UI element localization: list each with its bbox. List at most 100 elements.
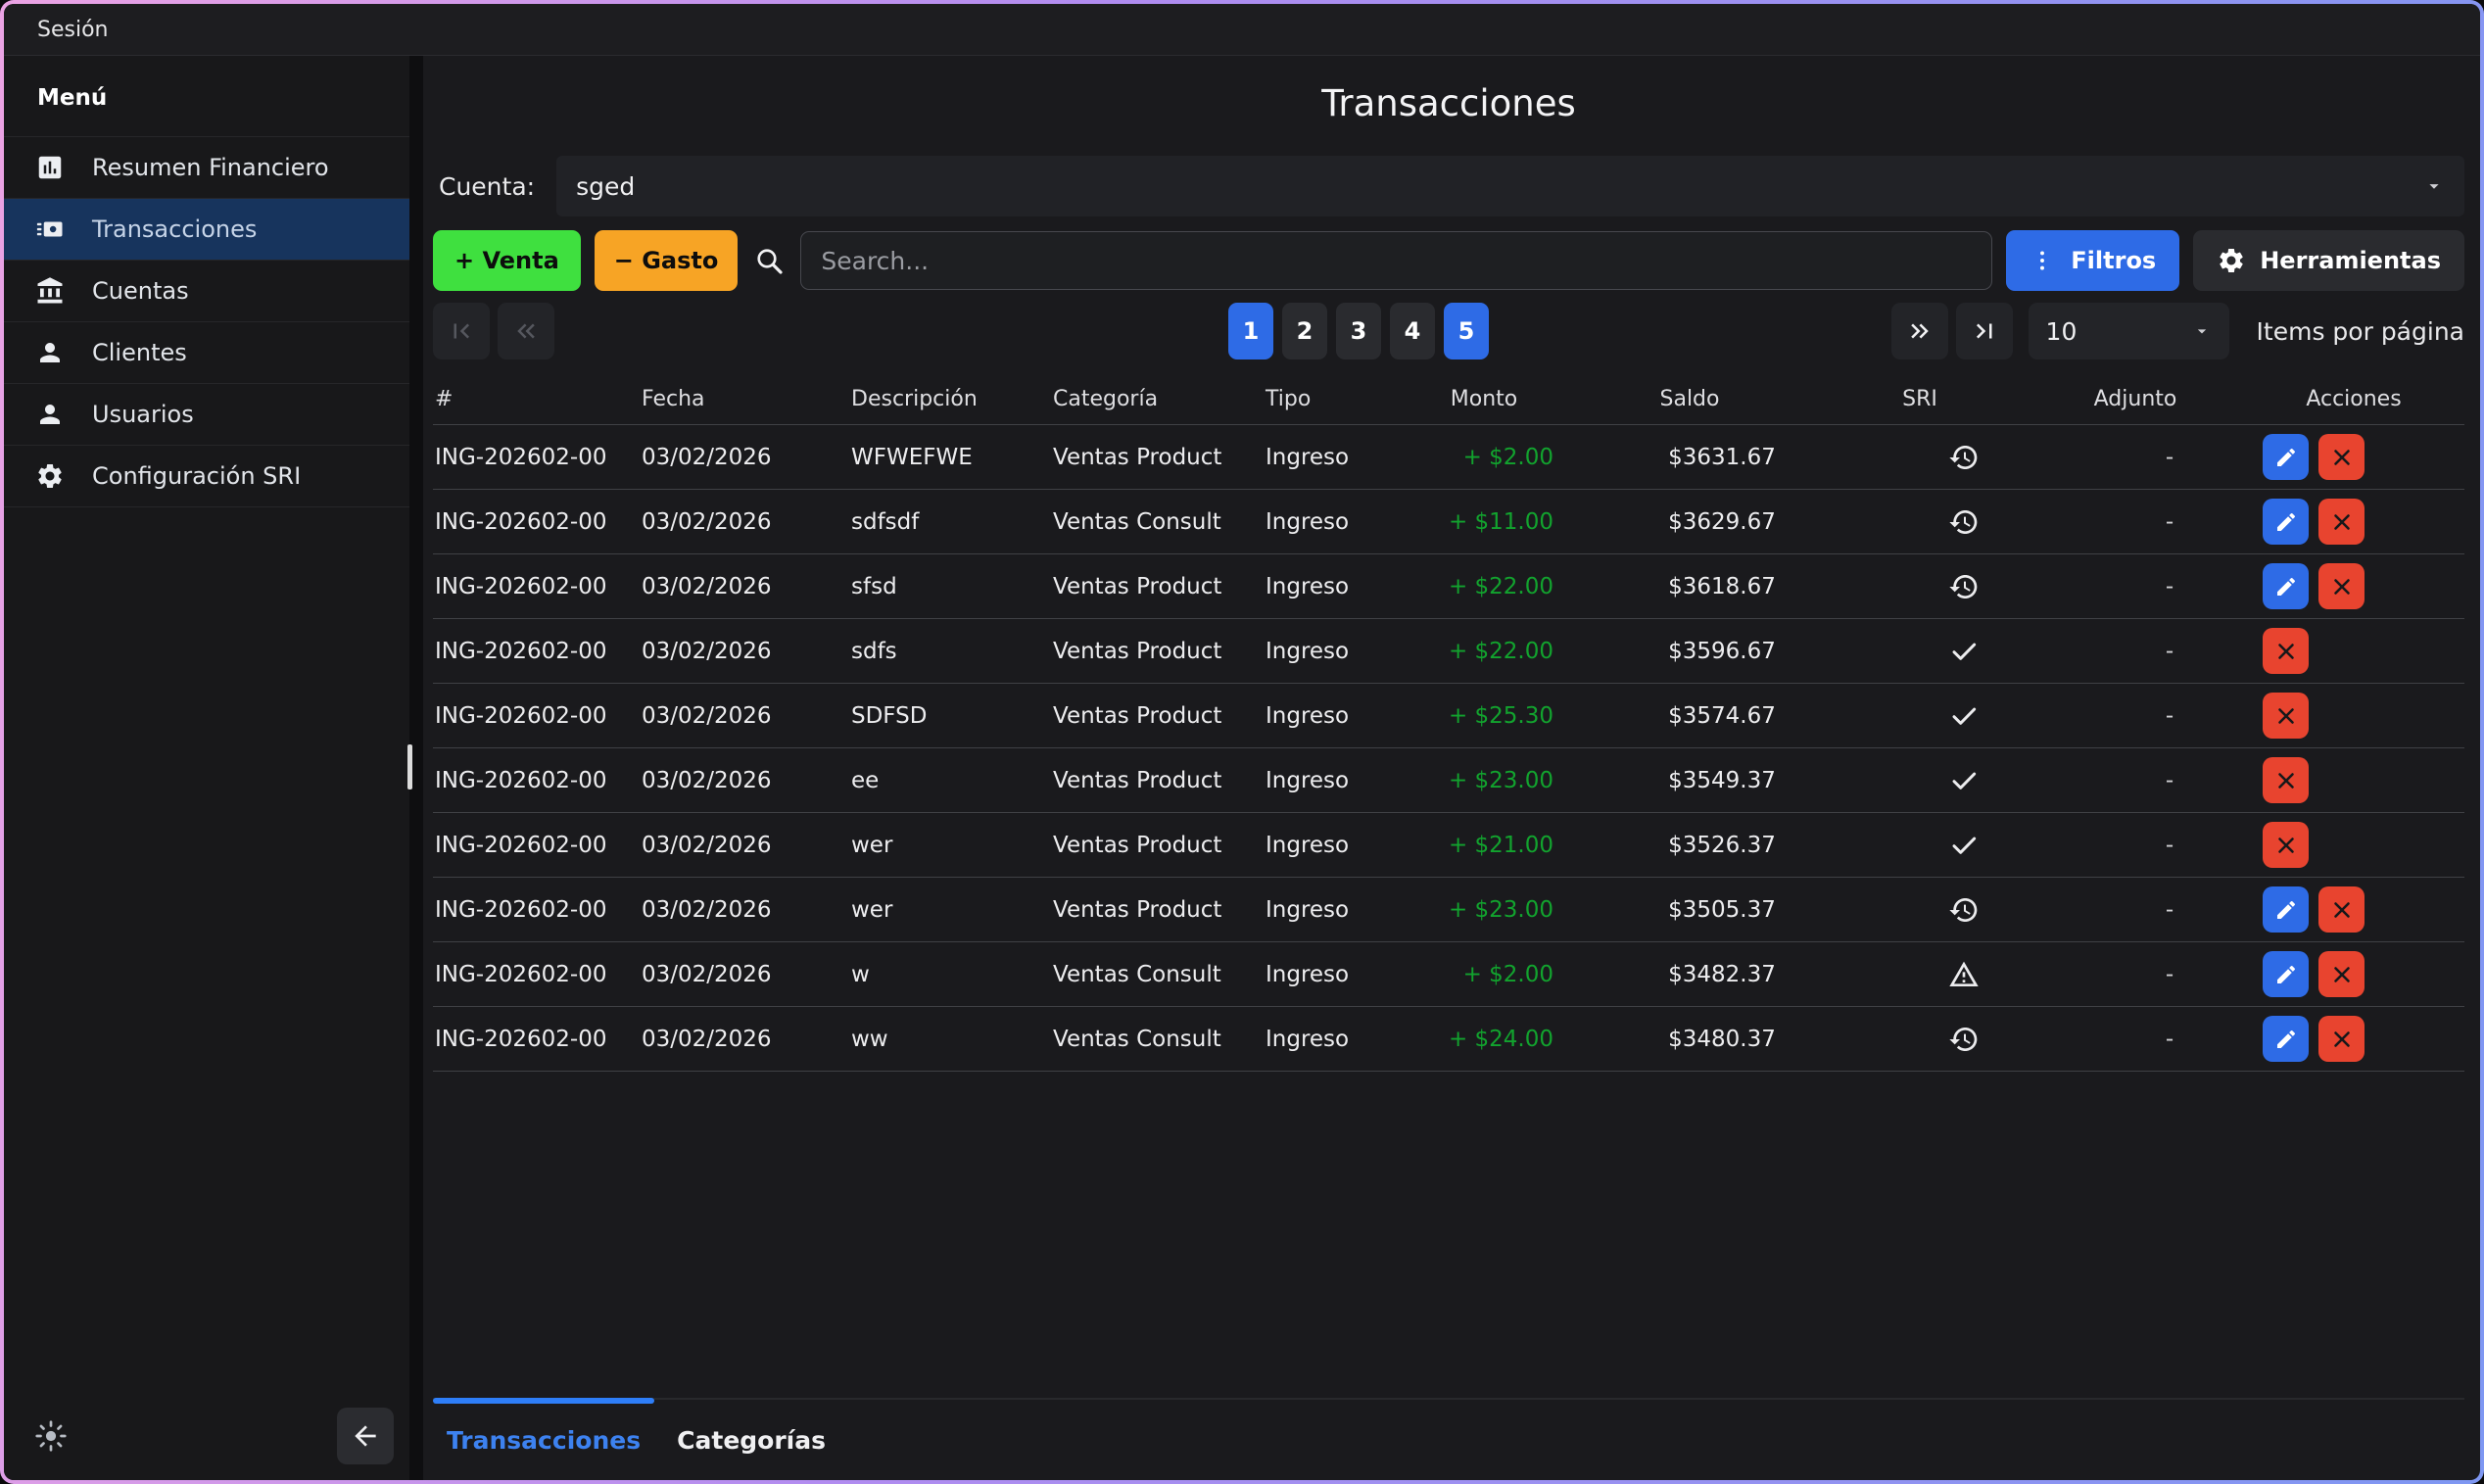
pencil-icon: [2274, 510, 2298, 534]
column-header-categoria: Categoría: [1053, 386, 1159, 411]
menu-sesion[interactable]: Sesión: [37, 17, 109, 42]
page-size-value: 10: [2045, 316, 2078, 346]
delete-button[interactable]: [2318, 563, 2365, 609]
filtros-button[interactable]: Filtros: [2006, 230, 2180, 291]
cell-acciones: [2243, 628, 2464, 674]
gasto-button[interactable]: − Gasto: [594, 230, 739, 291]
sidebar-item-usuarios[interactable]: Usuarios: [4, 384, 409, 446]
delete-button[interactable]: [2318, 951, 2365, 997]
cell-tipo: Ingreso: [1266, 767, 1350, 793]
brightness-icon[interactable]: [33, 1418, 69, 1454]
cell-descripcion: sdfs: [851, 638, 897, 664]
delete-button[interactable]: [2263, 628, 2309, 674]
menubar: Sesión: [4, 4, 2480, 56]
edit-button[interactable]: [2263, 951, 2309, 997]
cell-categoria: Ventas Product: [1053, 767, 1222, 793]
cell-tipo: Ingreso: [1266, 832, 1350, 858]
collapse-sidebar-button[interactable]: [337, 1408, 394, 1464]
table-row: ING-202602-00 03/02/2026 SDFSD Ventas Produ…: [433, 684, 2464, 748]
sidebar-item-configuracion-sri[interactable]: Configuración SRI: [4, 446, 409, 507]
cell-adjunto: -: [2165, 508, 2174, 535]
tab-categorias[interactable]: Categorías: [654, 1400, 848, 1480]
table-row: ING-202602-00 03/02/2026 w Ventas Consult In…: [433, 942, 2464, 1007]
search-icon: [753, 245, 785, 276]
delete-button[interactable]: [2263, 757, 2309, 803]
cell-tipo: Ingreso: [1266, 961, 1350, 987]
cell-saldo: $3505.37: [1668, 896, 1776, 923]
edit-button[interactable]: [2263, 1016, 2309, 1062]
person-icon: [35, 400, 65, 429]
sidebar-item-cuentas[interactable]: Cuentas: [4, 261, 409, 322]
edit-button[interactable]: [2263, 499, 2309, 545]
edit-button[interactable]: [2263, 886, 2309, 933]
page-button-2[interactable]: 2: [1282, 303, 1327, 359]
sidebar-item-label: Usuarios: [92, 401, 194, 428]
cell-acciones: [2243, 951, 2464, 997]
sidebar-item-clientes[interactable]: Clientes: [4, 322, 409, 384]
cell-categoria: Ventas Product: [1053, 702, 1222, 729]
items-per-page-label: Items por página: [2256, 316, 2464, 346]
cell-adjunto: -: [2165, 638, 2174, 664]
column-header-sri: SRI: [1902, 386, 1937, 411]
page-button-3[interactable]: 3: [1336, 303, 1381, 359]
cell-adjunto: -: [2165, 961, 2174, 987]
x-icon: [2329, 897, 2355, 923]
sidebar-nav: Resumen Financiero Transacciones Cuentas Cl…: [4, 136, 409, 507]
cell-adjunto: -: [2165, 832, 2174, 858]
first-page-button[interactable]: [433, 303, 490, 359]
cell-descripcion: sfsd: [851, 573, 897, 599]
cell-id: ING-202602-00: [435, 961, 607, 987]
column-header-tipo: Tipo: [1266, 386, 1312, 411]
table-row: ING-202602-00 03/02/2026 sfsd Ventas Produc…: [433, 554, 2464, 619]
search-input[interactable]: [800, 231, 1993, 290]
edit-button[interactable]: [2263, 563, 2309, 609]
last-page-button[interactable]: [1955, 303, 2013, 359]
first-page-icon: [447, 316, 476, 346]
table-header: # Fecha Descripción Categoría Tipo Monto Saldo…: [433, 373, 2464, 425]
cell-id: ING-202602-00: [435, 702, 607, 729]
cell-categoria: Ventas Consult: [1053, 961, 1221, 987]
cell-fecha: 03/02/2026: [642, 508, 772, 535]
pencil-icon: [2274, 1028, 2298, 1051]
herramientas-button[interactable]: Herramientas: [2193, 230, 2464, 291]
account-select[interactable]: sged: [556, 156, 2464, 216]
cell-fecha: 03/02/2026: [642, 832, 772, 858]
cell-tipo: Ingreso: [1266, 896, 1350, 923]
cell-acciones: [2243, 822, 2464, 868]
cell-id: ING-202602-00: [435, 444, 607, 470]
cell-categoria: Ventas Product: [1053, 573, 1222, 599]
edit-button[interactable]: [2263, 434, 2309, 480]
caret-down-icon: [2423, 175, 2445, 197]
page-button-4[interactable]: 4: [1390, 303, 1435, 359]
cell-fecha: 03/02/2026: [642, 573, 772, 599]
cell-monto: + $22.00: [1448, 638, 1553, 664]
filtros-label: Filtros: [2071, 247, 2157, 274]
page-button-1[interactable]: 1: [1228, 303, 1273, 359]
prev-page-button[interactable]: [498, 303, 554, 359]
page-size-select[interactable]: 10: [2028, 303, 2229, 359]
cell-sri: [1812, 894, 2028, 926]
delete-button[interactable]: [2318, 886, 2365, 933]
x-icon: [2329, 962, 2355, 987]
cell-saldo: $3618.67: [1668, 573, 1776, 599]
next-page-button[interactable]: [1890, 303, 1948, 359]
delete-button[interactable]: [2263, 822, 2309, 868]
cell-sri: [1812, 765, 2028, 796]
delete-button[interactable]: [2263, 693, 2309, 739]
cell-adjunto: -: [2165, 1026, 2174, 1052]
sidebar-item-label: Clientes: [92, 339, 187, 366]
page-button-5[interactable]: 5: [1444, 303, 1489, 359]
pencil-icon: [2274, 898, 2298, 922]
cell-fecha: 03/02/2026: [642, 702, 772, 729]
cell-sri: [1812, 700, 2028, 732]
sidebar-item-transacciones[interactable]: Transacciones: [4, 199, 409, 261]
delete-button[interactable]: [2318, 1016, 2365, 1062]
sidebar-item-resumen-financiero[interactable]: Resumen Financiero: [4, 137, 409, 199]
cell-saldo: $3526.37: [1668, 832, 1776, 858]
delete-button[interactable]: [2318, 434, 2365, 480]
delete-button[interactable]: [2318, 499, 2365, 545]
cell-sri: [1812, 571, 2028, 602]
tab-transacciones[interactable]: Transacciones: [433, 1398, 655, 1480]
venta-button[interactable]: + Venta: [433, 230, 581, 291]
